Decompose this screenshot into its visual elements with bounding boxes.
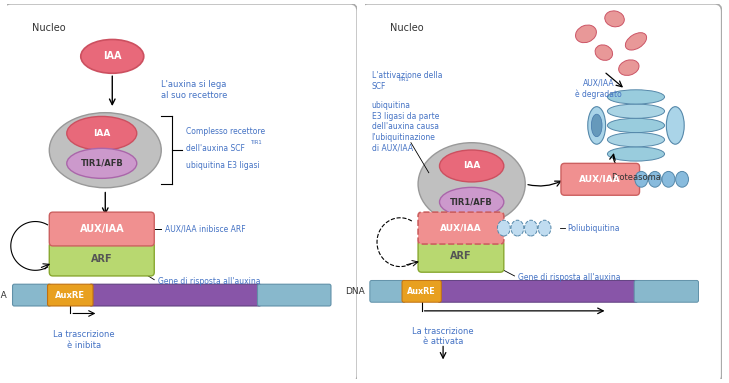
Ellipse shape (591, 114, 602, 137)
Text: La trascrizione
è inibita: La trascrizione è inibita (53, 331, 115, 350)
Ellipse shape (418, 143, 525, 225)
FancyBboxPatch shape (418, 240, 504, 272)
Text: ubiquitina
E3 ligasi da parte
dell'auxina causa
l'ubiquitinazione
di AUX/IAA: ubiquitina E3 ligasi da parte dell'auxin… (372, 101, 439, 152)
Text: TIR1/AFB: TIR1/AFB (80, 159, 123, 168)
Text: AUX/IAA
è degradato: AUX/IAA è degradato (575, 79, 622, 99)
Ellipse shape (538, 220, 551, 236)
Text: AuxRE: AuxRE (55, 291, 85, 300)
Ellipse shape (588, 107, 606, 144)
Ellipse shape (666, 107, 685, 144)
Text: AUX/IAA: AUX/IAA (580, 175, 621, 184)
Text: Proteasoma: Proteasoma (611, 173, 661, 182)
FancyBboxPatch shape (561, 163, 639, 195)
Ellipse shape (595, 45, 612, 61)
Text: L'attivazione della
SCF: L'attivazione della SCF (372, 71, 443, 91)
Text: L'auxina si lega
al suo recettore: L'auxina si lega al suo recettore (161, 80, 227, 100)
Text: Nucleo: Nucleo (32, 23, 66, 33)
FancyBboxPatch shape (12, 284, 51, 306)
Text: DNA: DNA (0, 291, 7, 300)
Text: TIR1: TIR1 (399, 77, 410, 82)
Ellipse shape (676, 172, 688, 187)
Text: Complesso recettore: Complesso recettore (186, 127, 265, 136)
Ellipse shape (607, 90, 665, 104)
Text: TIR1/AFB: TIR1/AFB (451, 198, 493, 206)
FancyBboxPatch shape (4, 4, 357, 383)
Ellipse shape (619, 60, 639, 75)
FancyBboxPatch shape (50, 242, 155, 276)
Text: ARF: ARF (450, 251, 472, 261)
Text: Gene di risposta all'auxina: Gene di risposta all'auxina (518, 273, 620, 282)
Ellipse shape (575, 25, 596, 43)
Text: dell'auxina SCF: dell'auxina SCF (186, 144, 245, 153)
Ellipse shape (607, 104, 665, 118)
Text: IAA: IAA (103, 51, 122, 61)
FancyBboxPatch shape (361, 4, 722, 383)
Ellipse shape (81, 39, 144, 73)
Text: Poliubiquitina: Poliubiquitina (567, 224, 620, 232)
Ellipse shape (625, 33, 647, 50)
FancyBboxPatch shape (47, 284, 93, 306)
Ellipse shape (67, 148, 137, 178)
Ellipse shape (497, 220, 510, 236)
Ellipse shape (607, 118, 665, 133)
FancyBboxPatch shape (50, 212, 155, 246)
Text: ARF: ARF (91, 254, 112, 264)
Text: ubiquitina E3 ligasi: ubiquitina E3 ligasi (186, 161, 260, 170)
Ellipse shape (440, 187, 504, 217)
Text: DNA: DNA (345, 287, 364, 296)
Ellipse shape (607, 133, 665, 147)
Text: AUX/IAA inibisce ARF: AUX/IAA inibisce ARF (165, 224, 246, 234)
Ellipse shape (607, 147, 665, 161)
Ellipse shape (662, 172, 675, 187)
Ellipse shape (605, 11, 624, 27)
Ellipse shape (525, 220, 537, 236)
Ellipse shape (440, 150, 504, 182)
FancyBboxPatch shape (402, 280, 441, 302)
Text: AUX/IAA: AUX/IAA (440, 224, 482, 232)
FancyBboxPatch shape (418, 212, 504, 244)
Ellipse shape (50, 113, 161, 188)
FancyBboxPatch shape (437, 280, 638, 302)
Ellipse shape (649, 172, 661, 187)
FancyBboxPatch shape (370, 280, 405, 302)
Ellipse shape (511, 220, 524, 236)
Text: La trascrizione
è attivata: La trascrizione è attivata (413, 327, 474, 346)
Text: IAA: IAA (93, 129, 111, 138)
Text: Nucleo: Nucleo (389, 23, 423, 33)
Text: AUX/IAA: AUX/IAA (79, 224, 124, 234)
FancyBboxPatch shape (634, 280, 698, 302)
Text: IAA: IAA (463, 162, 480, 170)
FancyBboxPatch shape (257, 284, 331, 306)
Text: Gene di risposta all'auxina: Gene di risposta all'auxina (157, 277, 260, 286)
Text: AuxRE: AuxRE (408, 287, 436, 296)
Ellipse shape (67, 116, 137, 150)
FancyBboxPatch shape (90, 284, 261, 306)
Text: TIR1: TIR1 (251, 140, 262, 145)
Ellipse shape (635, 172, 648, 187)
